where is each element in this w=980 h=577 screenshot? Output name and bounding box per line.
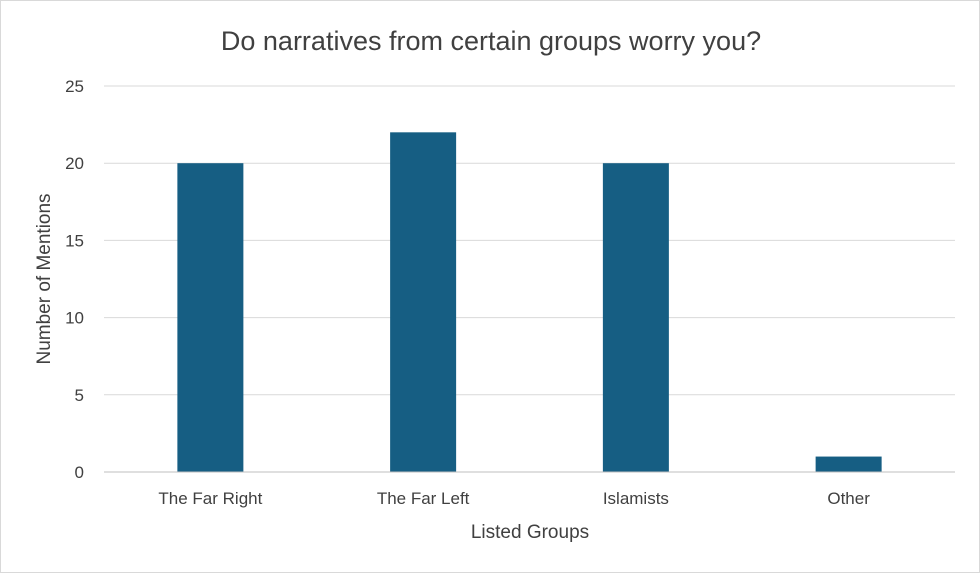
- y-tick-label: 25: [65, 77, 84, 96]
- chart-title: Do narratives from certain groups worry …: [221, 26, 761, 56]
- y-axis-title: Number of Mentions: [34, 193, 55, 364]
- y-tick-label: 20: [65, 154, 84, 173]
- y-tick-label: 0: [75, 463, 84, 482]
- gridlines: [104, 85, 955, 396]
- bar-the-far-right: [177, 163, 244, 472]
- bar-the-far-left: [390, 132, 457, 472]
- x-tick-label: Other: [827, 489, 870, 508]
- bar-other: [815, 456, 882, 472]
- y-axis-ticks: 0 5 10 15 20 25: [65, 77, 84, 482]
- x-tick-label: The Far Left: [377, 489, 470, 508]
- x-tick-label: The Far Right: [158, 489, 262, 508]
- bar-islamists: [602, 163, 669, 472]
- x-axis-ticks: The Far Right The Far Left Islamists Other: [158, 489, 870, 508]
- y-tick-label: 5: [75, 386, 84, 405]
- y-tick-label: 15: [65, 231, 84, 250]
- x-tick-label: Islamists: [603, 489, 669, 508]
- x-axis-title: Listed Groups: [471, 522, 589, 543]
- bars: [177, 132, 882, 472]
- y-tick-label: 10: [65, 309, 84, 328]
